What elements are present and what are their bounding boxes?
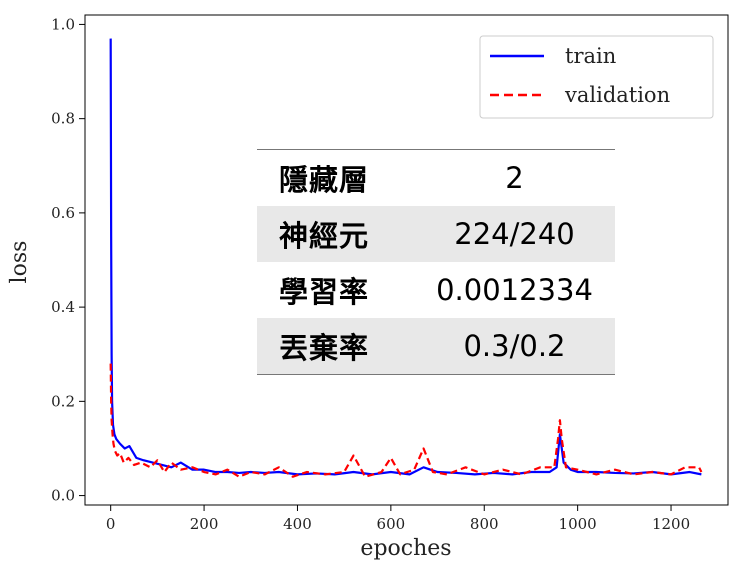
y-axis-label: loss xyxy=(7,241,32,284)
x-axis-ticks: 0 200 400 600 800 1000 1200 xyxy=(106,505,690,533)
row-key-hidden-layers: 隱藏層 xyxy=(279,163,370,197)
x-tick-label: 800 xyxy=(470,515,499,533)
y-axis-ticks: 0.0 0.2 0.4 0.6 0.8 1.0 xyxy=(51,15,85,505)
plot-lines xyxy=(109,38,703,478)
legend-label-train: train xyxy=(565,44,616,68)
row-value-dropout-rate: 0.3/0.2 xyxy=(414,318,615,375)
hyperparameter-table: 隱藏層 2 神經元 224/240 學習率 0.0012334 丟棄率 0.3/… xyxy=(257,149,615,375)
legend-label-validation: validation xyxy=(564,83,670,107)
table-row: 丟棄率 0.3/0.2 xyxy=(257,318,615,375)
x-tick-label: 1200 xyxy=(652,515,690,533)
row-key-dropout-rate: 丟棄率 xyxy=(257,318,414,375)
row-value-learning-rate: 0.0012334 xyxy=(436,273,593,307)
x-axis-label: epoches xyxy=(360,536,451,561)
row-key-learning-rate: 學習率 xyxy=(279,275,370,309)
series-line-validation xyxy=(109,363,703,478)
x-tick-label: 1000 xyxy=(559,515,597,533)
x-tick-label: 0 xyxy=(106,515,116,533)
plot-frame xyxy=(84,14,729,506)
x-tick-label: 200 xyxy=(190,515,219,533)
x-tick-label: 400 xyxy=(283,515,312,533)
x-tick-label: 600 xyxy=(377,515,406,533)
table-row: 隱藏層 2 xyxy=(257,150,615,207)
table-row: 學習率 0.0012334 xyxy=(257,262,615,318)
row-key-neurons: 神經元 xyxy=(257,206,414,262)
y-tick-label: 0.8 xyxy=(51,110,75,128)
y-tick-label: 0.6 xyxy=(51,204,75,222)
table-row: 神經元 224/240 xyxy=(257,206,615,262)
legend: train validation xyxy=(479,35,714,119)
y-tick-label: 1.0 xyxy=(51,15,75,33)
y-tick-label: 0.0 xyxy=(51,487,75,505)
y-tick-label: 0.2 xyxy=(51,392,75,410)
row-value-neurons: 224/240 xyxy=(414,206,615,262)
row-value-hidden-layers: 2 xyxy=(505,161,524,195)
y-tick-label: 0.4 xyxy=(51,298,75,316)
